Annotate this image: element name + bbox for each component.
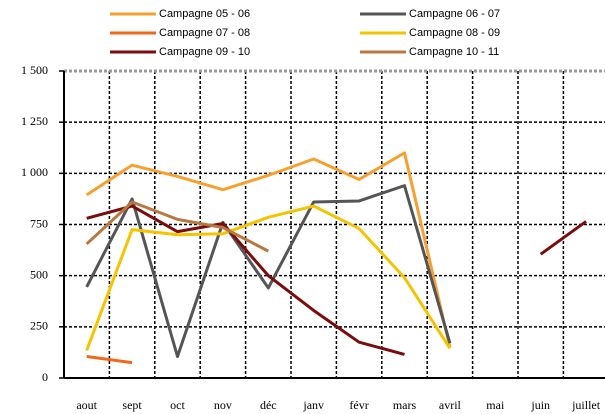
y-tick-label: 1 250 — [21, 114, 48, 128]
x-tick-label: sept — [122, 398, 142, 412]
y-tick-label: 1 000 — [21, 165, 48, 179]
x-tick-label: nov — [214, 398, 232, 412]
x-tick-label: aout — [76, 398, 97, 412]
legend-label: Campagne 08 - 09 — [409, 27, 500, 39]
x-tick-label: mai — [486, 398, 505, 412]
series-line — [86, 355, 133, 365]
x-tick-label: juin — [530, 398, 550, 412]
y-tick-label: 750 — [30, 216, 48, 230]
legend-label: Campagne 09 - 10 — [159, 46, 250, 58]
y-tick-label: 0 — [42, 370, 48, 384]
series-line — [85, 204, 452, 351]
x-tick-label: avril — [439, 398, 462, 412]
x-tick-label: juillet — [571, 398, 601, 412]
series-line — [85, 184, 452, 359]
series-line — [86, 204, 587, 356]
x-tick-label: mars — [393, 398, 417, 412]
y-tick-label: 500 — [30, 267, 48, 281]
x-tick-label: oct — [170, 398, 185, 412]
y-tick-label: 250 — [30, 319, 48, 333]
legend-label: Campagne 07 - 08 — [159, 27, 250, 39]
x-tick-label: févr — [349, 398, 368, 412]
series-line — [85, 151, 452, 348]
x-tick-label: déc — [260, 398, 277, 412]
legend-label: Campagne 10 - 11 — [409, 46, 499, 58]
x-tick-label: janv — [302, 398, 324, 412]
legend-label: Campagne 06 - 07 — [409, 8, 500, 20]
series-line — [85, 200, 269, 253]
y-tick-label: 1 500 — [21, 63, 48, 77]
legend-label: Campagne 05 - 06 — [159, 8, 250, 20]
